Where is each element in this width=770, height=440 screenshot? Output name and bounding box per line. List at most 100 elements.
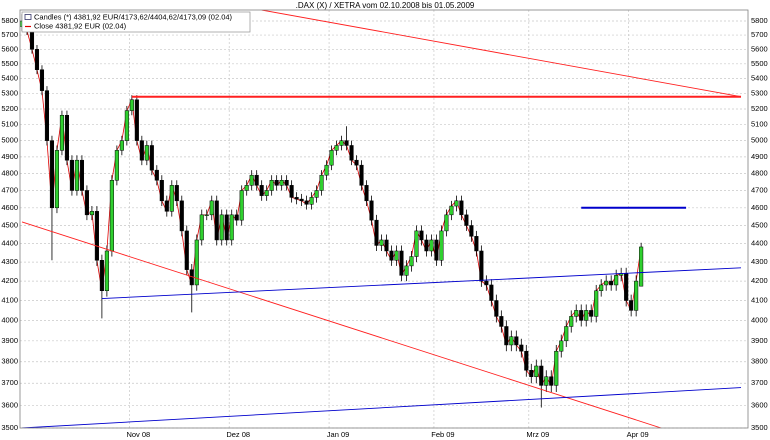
y-tick-label: 4000: [1, 315, 18, 324]
candle-body: [409, 256, 414, 267]
candle-body: [159, 180, 164, 202]
candle-body: [64, 114, 69, 161]
candle-body: [84, 190, 89, 216]
candle-body: [114, 150, 119, 181]
legend-box: [21, 11, 251, 33]
plot-frame: [19, 9, 749, 429]
candle-body: [119, 140, 124, 151]
y-tick-label-right: 4000: [751, 315, 768, 324]
candle-body: [544, 376, 549, 386]
y-tick-label-right: 5800: [751, 16, 768, 25]
trend-line: [101, 267, 742, 300]
candle-body: [439, 230, 444, 261]
y-tick-label-right: 5600: [751, 44, 768, 53]
candle-body: [214, 200, 219, 241]
candle-body: [34, 49, 40, 70]
candle-body: [369, 200, 374, 221]
candle-body: [254, 174, 259, 186]
candle-body: [49, 140, 55, 209]
y-tick-label-right: 4700: [751, 185, 768, 194]
candle-body: [579, 310, 584, 321]
candle-body: [229, 214, 234, 241]
candle-body: [259, 185, 264, 196]
candle-body: [449, 205, 454, 216]
candle-body: [334, 145, 339, 151]
legend: Candles (*) 4381,92 EUR/4173,62/4404,62/…: [21, 11, 251, 33]
candle-body: [384, 239, 389, 252]
candle-body: [504, 326, 509, 346]
candle-body: [124, 110, 129, 141]
candle-body: [604, 280, 609, 286]
y-tick-label: 5600: [1, 44, 18, 53]
legend-label: Candles (*) 4381,92 EUR/4173,62/4404,62/…: [34, 12, 233, 21]
candle-body: [204, 214, 209, 216]
y-tick-label: 5800: [1, 16, 18, 25]
candle-body: [464, 214, 469, 226]
candle-body: [129, 99, 134, 111]
y-tick-label-right: 5500: [751, 59, 768, 68]
candle-body: [79, 159, 84, 191]
candle-body: [494, 300, 499, 317]
candle-body: [584, 310, 589, 321]
candle-body: [164, 200, 169, 212]
candle-body: [239, 190, 244, 221]
candle-body: [304, 200, 309, 205]
candle-body: [329, 150, 334, 166]
candle-body: [314, 190, 319, 198]
candle-body: [284, 180, 289, 186]
y-tick-label-right: 4400: [751, 239, 768, 248]
candle-body: [389, 250, 394, 261]
candle-body: [309, 197, 314, 205]
candle-body: [514, 336, 519, 346]
candle-body: [569, 316, 574, 327]
y-tick-label-right: 3500: [751, 423, 768, 432]
candle-body: [289, 185, 294, 198]
candle-body: [549, 376, 554, 386]
x-tick-label: Nov 08: [126, 430, 150, 439]
candle-body: [594, 290, 599, 317]
candle-body: [154, 169, 159, 181]
candle-body: [359, 164, 364, 186]
candle-body: [59, 114, 64, 151]
candle-body: [209, 200, 214, 216]
candle-body: [419, 230, 424, 241]
candle-body: [444, 214, 449, 232]
candle-body: [554, 350, 559, 386]
y-tick-label: 4700: [1, 185, 18, 194]
chart-title: .DAX (X) / XETRA vom 02.10.2008 bis 01.0…: [296, 1, 475, 10]
candle-body: [174, 185, 179, 202]
trend-line: [21, 387, 742, 428]
candle-body: [469, 225, 474, 237]
candle-body: [319, 174, 324, 191]
candle-body: [614, 275, 619, 286]
candle-body: [484, 280, 489, 286]
candle-body: [94, 211, 99, 261]
candle-body: [349, 145, 354, 161]
y-tick-label: 3500: [1, 423, 18, 432]
y-tick-label: 5200: [1, 104, 18, 113]
candle-body: [244, 185, 249, 191]
candle-body: [434, 239, 439, 261]
candle-body: [199, 214, 204, 241]
y-tick-label: 3600: [1, 400, 18, 409]
candle-body: [424, 239, 429, 252]
candle-body: [169, 185, 174, 212]
y-tick-label-right: 3600: [751, 400, 768, 409]
y-tick-label: 4800: [1, 168, 18, 177]
candle-body: [629, 300, 634, 311]
y-tick-label-right: 4500: [751, 220, 768, 229]
candle-body: [219, 214, 224, 241]
y-tick-label: 5100: [1, 120, 18, 129]
candle-body: [379, 239, 384, 246]
axes-layer: 3500 3500 3600 3600 3700 3700 3800 3800 3900 3900…: [1, 16, 767, 439]
y-tick-label-right: 4100: [751, 296, 768, 305]
x-tick-label: Apr 09: [627, 430, 649, 439]
y-tick-label-right: 4600: [751, 203, 768, 212]
candle-body: [139, 140, 144, 161]
candle-body: [404, 265, 409, 276]
candle-body: [474, 236, 479, 252]
candle-body: [559, 340, 564, 352]
candle-body: [519, 344, 524, 352]
